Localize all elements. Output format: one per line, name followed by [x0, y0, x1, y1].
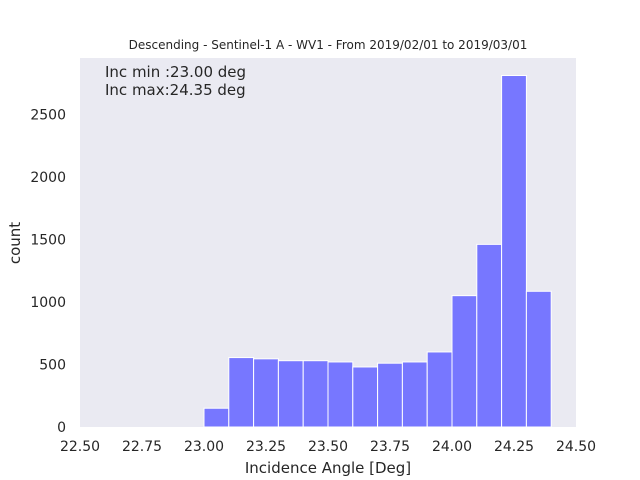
histogram-bar-2 — [253, 358, 279, 428]
chart-title: Descending - Sentinel-1 A - WV1 - From 2… — [129, 38, 528, 52]
histogram-bar-6 — [352, 366, 379, 428]
x-tick-label: 24.50 — [556, 439, 596, 455]
x-tick-label: 22.75 — [122, 439, 162, 455]
x-tick-label: 23.25 — [246, 439, 286, 455]
y-axis-label: count — [6, 222, 24, 264]
y-tick-label: 2500 — [30, 107, 66, 123]
x-tick-label: 23.75 — [370, 439, 410, 455]
x-tick-label: 22.50 — [60, 439, 100, 455]
histogram-bar-9 — [426, 351, 453, 428]
histogram-bar-8 — [401, 361, 428, 428]
x-tick-label: 23.00 — [184, 439, 224, 455]
y-tick-label: 1500 — [30, 232, 66, 248]
annotation-inc-max: Inc max:24.35 deg — [105, 81, 246, 99]
y-axis-ticks: 0 500 1000 1500 2000 2500 — [30, 107, 66, 436]
histogram-bar-13 — [525, 290, 552, 428]
x-axis-label: Incidence Angle [Deg] — [245, 459, 411, 477]
histogram-bar-5 — [327, 361, 354, 428]
y-tick-label: 500 — [39, 357, 66, 373]
x-tick-label: 24.00 — [432, 439, 472, 455]
x-tick-label: 24.25 — [494, 439, 534, 455]
histogram-bar-4 — [302, 360, 329, 428]
histogram-bar-10 — [451, 295, 478, 428]
x-axis-ticks: 22.50 22.75 23.00 23.25 23.50 23.75 24.00 24.25… — [60, 439, 596, 455]
histogram-bar-7 — [377, 362, 403, 428]
histogram-bar-12 — [501, 75, 527, 428]
y-tick-label: 2000 — [30, 170, 66, 186]
histogram-bar-11 — [476, 243, 503, 428]
x-tick-label: 23.50 — [308, 439, 348, 455]
y-tick-label: 0 — [57, 420, 66, 436]
histogram-bars — [203, 75, 552, 428]
y-tick-label: 1000 — [30, 295, 66, 311]
histogram-bar-1 — [228, 357, 255, 428]
histogram-bar-0 — [203, 407, 230, 428]
annotation-inc-min: Inc min :23.00 deg — [105, 63, 246, 81]
histogram-bar-3 — [277, 360, 304, 428]
